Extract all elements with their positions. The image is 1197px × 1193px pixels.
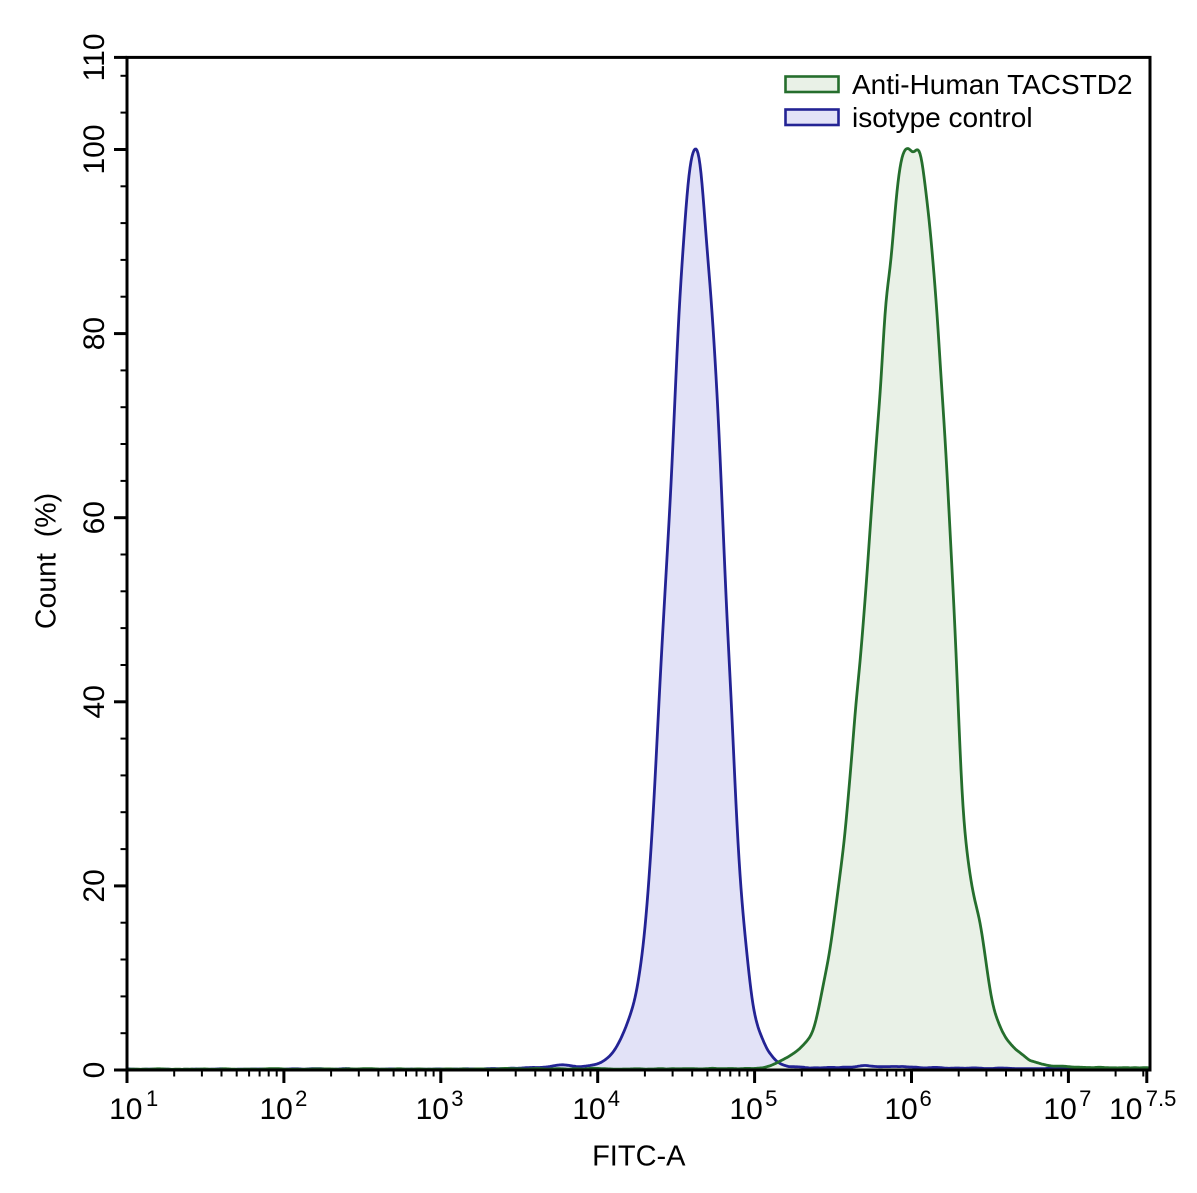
svg-text:2: 2 [295, 1086, 307, 1111]
svg-text:7.5: 7.5 [1146, 1086, 1177, 1111]
svg-text:20: 20 [78, 869, 111, 902]
svg-text:10: 10 [1109, 1093, 1142, 1126]
svg-text:1: 1 [146, 1086, 158, 1111]
svg-text:FITC-A: FITC-A [592, 1141, 686, 1173]
svg-text:5: 5 [765, 1086, 777, 1111]
svg-text:10: 10 [729, 1093, 762, 1126]
svg-text:4: 4 [608, 1086, 620, 1111]
svg-text:0: 0 [78, 1062, 111, 1079]
svg-text:7: 7 [1079, 1086, 1091, 1111]
svg-text:10: 10 [572, 1093, 605, 1126]
svg-text:10: 10 [260, 1093, 293, 1126]
svg-text:10: 10 [416, 1093, 449, 1126]
svg-text:10: 10 [109, 1093, 142, 1126]
svg-text:110: 110 [78, 33, 111, 81]
svg-text:40: 40 [78, 685, 111, 718]
svg-text:60: 60 [78, 501, 111, 534]
svg-text:10: 10 [1043, 1093, 1076, 1126]
svg-text:80: 80 [78, 317, 111, 350]
svg-text:Anti-Human TACSTD2: Anti-Human TACSTD2 [852, 69, 1133, 100]
svg-text:3: 3 [451, 1086, 463, 1111]
svg-text:isotype control: isotype control [852, 102, 1033, 133]
svg-text:10: 10 [884, 1093, 917, 1126]
svg-text:Count (%): Count (%) [31, 493, 63, 629]
svg-text:6: 6 [920, 1086, 932, 1111]
svg-text:100: 100 [78, 124, 111, 174]
